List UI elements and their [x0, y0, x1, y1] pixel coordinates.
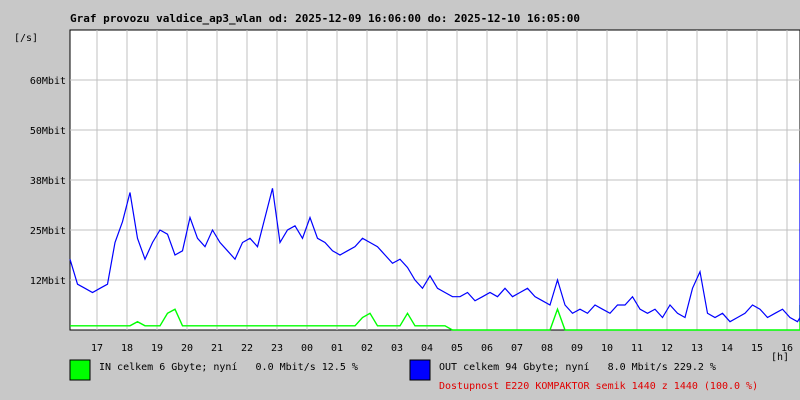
legend-in-swatch: [69, 359, 91, 381]
x-tick-label: 18: [121, 343, 133, 354]
x-tick-label: 11: [631, 343, 643, 354]
series-out-line: [69, 163, 800, 323]
series-in-line: [70, 305, 800, 331]
x-tick-label: 14: [721, 343, 733, 354]
x-axis-label: [h]: [771, 352, 789, 363]
y-tick-label: 60Mbit: [30, 76, 66, 87]
x-tick-label: 22: [241, 343, 253, 354]
x-tick-label: 01: [331, 343, 343, 354]
x-tick-label: 00: [301, 343, 313, 354]
x-tick-label: 10: [601, 343, 613, 354]
y-tick-label: 50Mbit: [30, 126, 66, 137]
x-tick-label: 08: [541, 343, 553, 354]
grid-lines: [70, 30, 800, 330]
x-tick-label: 04: [421, 343, 433, 354]
x-tick-label: 09: [571, 343, 583, 354]
x-tick-label: 15: [751, 343, 763, 354]
availability-text: Dostupnost E220 KOMPAKTOR semik 1440 z 1…: [439, 381, 758, 392]
x-tick-label: 20: [181, 343, 193, 354]
x-tick-label: 23: [271, 343, 283, 354]
x-tick-label: 05: [451, 343, 463, 354]
y-tick-label: 12Mbit: [30, 276, 66, 287]
x-tick-label: 17: [91, 343, 103, 354]
x-tick-label: 06: [481, 343, 493, 354]
legend-out-swatch: [409, 359, 431, 381]
x-tick-labels: 17 18 19 20 21 22 23 00 01 02 03 04 05 06 07 08 09 10 11 12…: [91, 343, 793, 354]
x-tick-label: 21: [211, 343, 223, 354]
x-tick-label: 07: [511, 343, 523, 354]
legend-out-text: OUT celkem 94 Gbyte; nyní 8.0 Mbit/s 229…: [439, 361, 716, 373]
legend-in-text: IN celkem 6 Gbyte; nyní 0.0 Mbit/s 12.5 …: [99, 361, 358, 373]
y-axis-label: [/s]: [14, 33, 38, 44]
y-tick-label: 38Mbit: [30, 176, 66, 187]
x-tick-label: 19: [151, 343, 163, 354]
y-tick-label: 25Mbit: [30, 226, 66, 237]
x-tick-label: 12: [661, 343, 673, 354]
x-tick-label: 02: [361, 343, 373, 354]
x-tick-label: 03: [391, 343, 403, 354]
y-tick-labels: 12Mbit 25Mbit 38Mbit 50Mbit 60Mbit: [30, 76, 66, 287]
x-tick-label: 16: [781, 343, 793, 354]
x-tick-label: 13: [691, 343, 703, 354]
chart-title: Graf provozu valdice_ap3_wlan od: 2025-1…: [70, 12, 580, 25]
